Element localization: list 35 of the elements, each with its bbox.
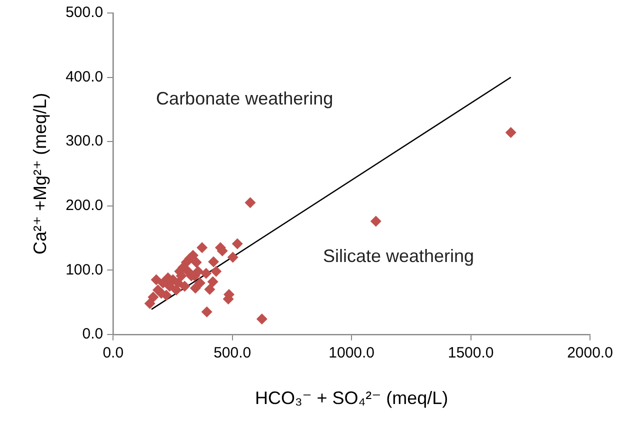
point	[150, 274, 162, 286]
x-tick-label: 1000.0	[328, 344, 375, 362]
y-tick-label: 300.0	[66, 132, 104, 150]
point	[144, 298, 156, 310]
point	[200, 268, 212, 279]
y-tick-label: 400.0	[66, 68, 104, 86]
point	[201, 306, 212, 318]
point	[232, 238, 243, 250]
point	[210, 266, 222, 277]
point	[170, 284, 182, 296]
y-tick-label: 0.0	[82, 326, 104, 343]
point	[204, 284, 216, 295]
point	[208, 256, 220, 268]
point	[256, 313, 268, 324]
y-tick-label: 500.0	[66, 4, 104, 22]
x-tick-label: 2000.0	[567, 344, 613, 362]
x-tick-label: 0.0	[102, 344, 124, 362]
point	[190, 256, 202, 268]
annotation: Carbonate weathering	[156, 88, 334, 109]
y-tick-label: 200.0	[66, 196, 104, 214]
point	[194, 277, 206, 288]
y-tick-label: 100.0	[66, 261, 104, 278]
x-tick-label: 500.0	[214, 344, 252, 362]
point	[227, 252, 238, 263]
y-axis-title: Ca²⁺ +Mg²⁺ (meq/L)	[30, 92, 50, 254]
point	[207, 276, 218, 288]
point	[370, 216, 382, 227]
x-tick-label: 1500.0	[448, 344, 494, 362]
point	[196, 242, 208, 254]
x-axis-title: HCO₃⁻ + SO₄²⁻ (meq/L)	[254, 388, 448, 408]
point	[179, 280, 190, 292]
point	[505, 127, 516, 138]
annotation: Silicate weathering	[322, 246, 474, 266]
point	[148, 292, 159, 303]
point	[244, 197, 256, 208]
